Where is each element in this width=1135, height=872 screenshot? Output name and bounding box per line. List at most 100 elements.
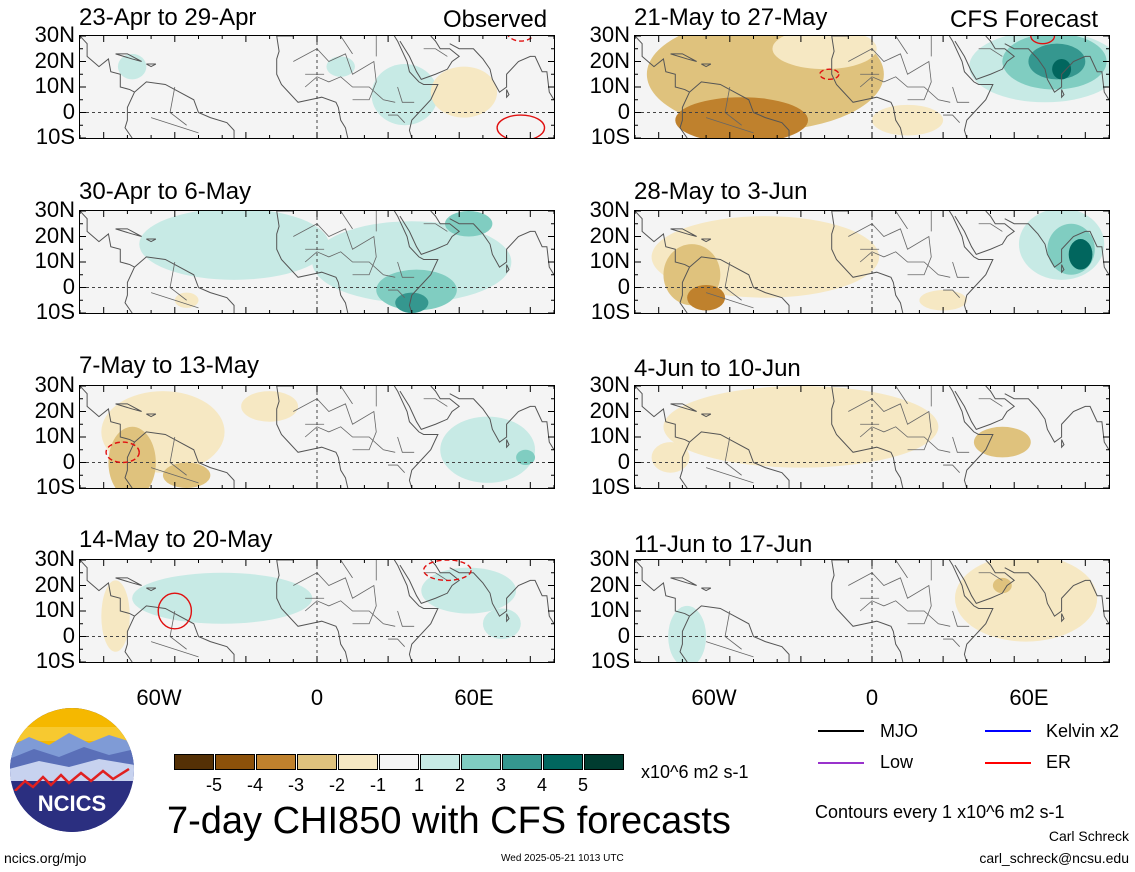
observed-tag: Observed bbox=[443, 6, 548, 33]
y-tick-label: 10N bbox=[589, 423, 630, 448]
coastline bbox=[449, 567, 554, 625]
y-tick-label: 0 bbox=[62, 273, 75, 299]
colorbar-swatch bbox=[543, 754, 583, 770]
x-tick-label: 0 bbox=[310, 685, 324, 710]
y-tick-label: 10N bbox=[34, 597, 75, 622]
chi-anomaly-shade bbox=[139, 211, 329, 280]
colorbar-tick-label: 3 bbox=[495, 775, 507, 795]
coastline bbox=[276, 386, 349, 488]
coastline bbox=[399, 386, 461, 430]
country-border bbox=[397, 610, 415, 627]
map-svg bbox=[635, 560, 1109, 662]
coastline bbox=[115, 53, 142, 62]
coastline bbox=[115, 403, 142, 412]
y-tick-label: 10N bbox=[589, 248, 630, 273]
x-tick-label: 60W bbox=[136, 685, 182, 710]
country-border bbox=[705, 467, 754, 484]
colorbar-swatch bbox=[297, 754, 337, 770]
y-tick-label: 0 bbox=[62, 98, 75, 124]
map-svg bbox=[80, 560, 554, 662]
chi-anomaly-shade bbox=[117, 53, 147, 80]
chi-anomaly-shade bbox=[371, 64, 438, 126]
country-border bbox=[848, 48, 932, 101]
chi-anomaly-shade bbox=[421, 567, 517, 614]
main-title: 7-day CHI850 with CFS forecasts bbox=[167, 800, 731, 842]
panel-title: 4-Jun to 10-Jun bbox=[634, 355, 801, 382]
coastline bbox=[689, 81, 790, 138]
colorbar-swatch bbox=[215, 754, 255, 770]
x-tick-label: 0 bbox=[865, 685, 879, 710]
footer-url: ncics.org/mjo bbox=[4, 850, 87, 866]
y-tick-label: 10S bbox=[35, 299, 75, 324]
country-border bbox=[952, 436, 970, 453]
chi-anomaly-shade bbox=[992, 577, 1012, 594]
country-border bbox=[397, 261, 415, 278]
coastline bbox=[670, 228, 697, 237]
coastline bbox=[506, 89, 510, 99]
coastline bbox=[276, 560, 349, 662]
logo-text: NCICS bbox=[38, 791, 106, 816]
chi-anomaly-shade bbox=[954, 560, 1098, 642]
colorbar-tick-label: 5 bbox=[577, 775, 589, 795]
er-contour bbox=[157, 592, 193, 630]
country-border bbox=[150, 117, 199, 134]
country-border bbox=[150, 292, 199, 309]
x-tick-label: 60E bbox=[454, 685, 494, 710]
chi-anomaly-shade bbox=[430, 66, 498, 118]
er-contour bbox=[1030, 36, 1056, 45]
coastline bbox=[635, 386, 691, 488]
chi-anomaly-shade bbox=[919, 290, 967, 311]
country-border bbox=[705, 117, 754, 134]
y-tick-label: 10S bbox=[35, 124, 75, 149]
y-tick-label: 0 bbox=[617, 98, 630, 124]
panel-title: 11-Jun to 17-Jun bbox=[634, 531, 813, 558]
legend-kelvin-line bbox=[985, 730, 1031, 732]
country-border bbox=[340, 211, 353, 230]
chi-anomaly-shade bbox=[668, 605, 707, 662]
country-border bbox=[423, 223, 448, 232]
coastline bbox=[134, 256, 235, 313]
colorbar-tick-label: -3 bbox=[287, 775, 305, 795]
y-tick-label: 20N bbox=[589, 222, 630, 248]
coastline bbox=[1061, 89, 1065, 99]
y-tick-label: 30N bbox=[34, 372, 75, 397]
legend-er-label: ER bbox=[1046, 752, 1072, 772]
map-panel bbox=[79, 385, 555, 489]
legend-low-line bbox=[818, 762, 864, 764]
country-border bbox=[388, 114, 405, 123]
coastline bbox=[1004, 218, 1109, 276]
country-border bbox=[150, 467, 199, 484]
country-border bbox=[943, 464, 960, 473]
coastline bbox=[670, 577, 697, 586]
colorbar-swatch bbox=[338, 754, 378, 770]
coastline bbox=[393, 211, 439, 313]
coastline bbox=[506, 439, 510, 449]
y-tick-label: 20N bbox=[589, 47, 630, 73]
coastline bbox=[948, 211, 994, 313]
coastline bbox=[954, 36, 1016, 80]
chi-anomaly-shade bbox=[101, 580, 130, 652]
y-tick-label: 10N bbox=[34, 73, 75, 98]
coastline bbox=[831, 211, 904, 313]
coastline bbox=[670, 403, 697, 412]
coastline bbox=[393, 560, 439, 662]
country-border bbox=[293, 223, 377, 276]
y-tick-label: 10S bbox=[590, 299, 630, 324]
y-tick-label: 20N bbox=[34, 397, 75, 423]
chi-anomaly-shade bbox=[440, 416, 536, 483]
country-border bbox=[304, 251, 396, 278]
coastline bbox=[393, 386, 439, 488]
map-svg bbox=[635, 211, 1109, 313]
map-panel bbox=[634, 559, 1110, 663]
country-border bbox=[423, 572, 448, 581]
country-border bbox=[340, 386, 353, 405]
coastline bbox=[701, 413, 712, 418]
y-tick-label: 0 bbox=[617, 622, 630, 648]
y-tick-label: 20N bbox=[34, 571, 75, 597]
coastline bbox=[831, 36, 904, 138]
map-panel bbox=[634, 35, 1110, 139]
country-border bbox=[388, 464, 405, 473]
colorbar-tick-label: -2 bbox=[328, 775, 346, 795]
y-tick-label: 20N bbox=[589, 571, 630, 597]
coastline bbox=[146, 63, 157, 68]
